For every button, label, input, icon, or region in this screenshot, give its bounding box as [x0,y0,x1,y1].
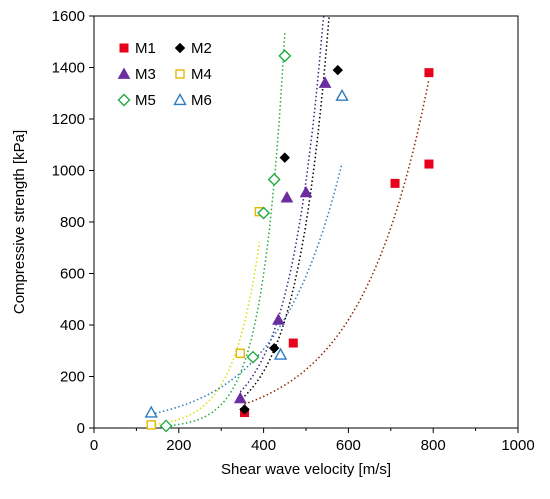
point-m2 [279,152,291,163]
legend-label: M4 [191,66,212,83]
trendline-m3 [239,15,325,393]
trendlines [151,15,430,427]
x-tick-label: 0 [90,437,98,454]
legend-item-m5: M5 [117,92,156,109]
x-tick-label: 600 [336,437,361,454]
point-m5 [159,419,173,433]
legend-marker-m6 [173,93,187,106]
y-tick-label: 0 [77,420,85,437]
legend-label: M1 [135,40,156,57]
trendline-m1 [244,78,430,405]
point-m3 [272,313,285,325]
x-tick-label: 400 [251,437,276,454]
legend-item-m4: M4 [175,66,212,83]
point-m4 [235,348,245,359]
point-m2 [239,404,250,415]
point-m5 [278,49,292,63]
point-m5 [246,350,260,364]
point-m1 [288,338,298,348]
data-points [144,49,434,433]
y-tick-label: 600 [60,266,85,283]
legend-item-m2: M2 [174,40,212,57]
point-m3 [318,76,332,88]
point-m4 [146,420,156,430]
y-tick-label: 400 [60,317,85,334]
legend-marker-m2 [174,42,186,54]
point-m3 [299,185,313,198]
y-tick-label: 1400 [52,60,85,77]
point-m6 [335,88,349,101]
legend-item-m1: M1 [119,40,156,57]
point-m2 [332,64,344,76]
point-m2 [268,342,280,354]
legend-marker-m1 [119,43,129,53]
legend-item-m6: M6 [173,92,212,109]
y-tick-label: 800 [60,214,85,231]
legend-label: M6 [191,92,212,109]
point-m6 [144,405,158,418]
point-m1 [424,68,434,78]
y-tick-label: 1600 [52,8,85,25]
point-m1 [390,178,400,188]
y-axis-label: Compressive strength [kPa] [11,130,28,314]
point-m3 [233,391,247,404]
legend-label: M5 [135,92,156,109]
trendline-m5 [166,33,286,427]
axes: 0 200 400 600 800 1000 0 200 400 600 800 1000 1200 14… [52,8,535,454]
legend-marker-m4 [175,69,185,79]
point-m3 [280,191,294,203]
point-m6 [273,347,288,360]
legend-marker-m3 [117,67,131,79]
point-m5 [257,206,271,220]
legend-item-m3: M3 [117,66,156,83]
x-tick-label: 200 [166,437,191,454]
trendline-m6 [151,162,343,415]
legend-label: M3 [135,66,156,83]
trendline-m2 [244,15,330,397]
x-tick-label: 800 [421,437,446,454]
point-m5 [267,173,281,187]
legend-marker-m5 [117,93,131,107]
x-axis-label: Shear wave velocity [m/s] [221,461,391,478]
plot-frame [93,15,519,429]
y-tick-label: 1000 [52,163,85,180]
y-tick-label: 1200 [52,111,85,128]
y-tick-label: 200 [60,369,85,386]
legend-label: M2 [191,40,212,57]
legend: M1 M2 M3 M4 M5 M6 [117,40,212,109]
x-tick-label: 1000 [501,437,534,454]
point-m1 [424,159,434,169]
